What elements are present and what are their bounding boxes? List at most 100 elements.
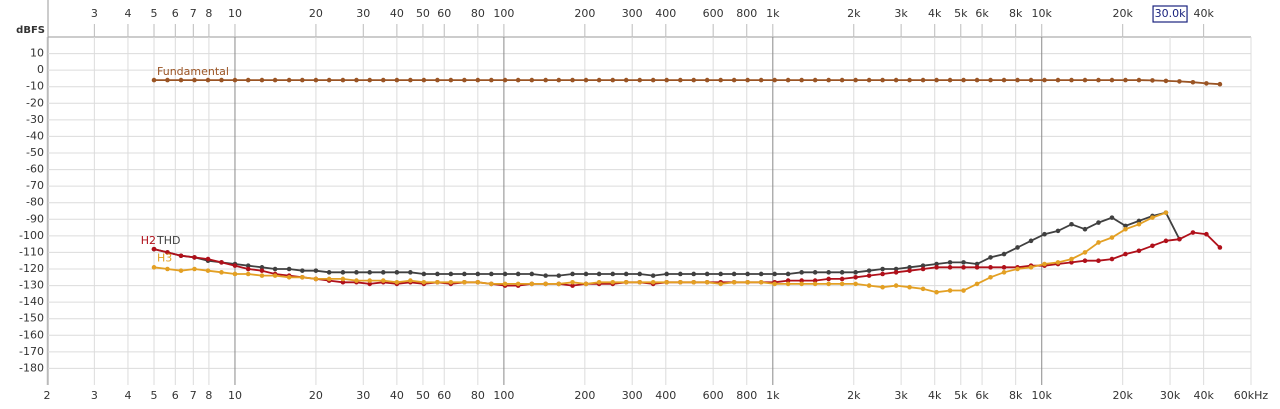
data-point [650,77,656,83]
data-point [313,77,319,83]
top-tick-label: 4 [124,7,131,20]
data-point [785,281,791,287]
x-tick-label: 3k [894,389,908,402]
data-point [1177,236,1182,242]
data-point [853,274,858,280]
data-point [1055,260,1061,265]
y-axis-label: dBFS [16,25,45,36]
x-tick-label: 6k [975,389,989,402]
data-point [1109,256,1115,262]
data-point [866,283,872,288]
data-point [1136,248,1142,254]
data-point [934,261,939,267]
data-point [380,77,386,83]
top-tick-label: 10 [228,7,242,20]
x-tick-label: 60 [437,389,451,402]
data-point [462,77,467,83]
data-point [1055,77,1061,83]
top-tick-label: 800 [736,7,757,20]
data-point [570,283,575,288]
data-point [745,279,750,285]
data-point [758,77,764,83]
data-point [893,283,899,288]
data-point [259,273,265,278]
data-point [664,279,669,285]
data-point [664,77,669,83]
x-tick-label: 30k [1160,389,1181,402]
data-point [245,263,251,268]
data-point [205,77,211,83]
data-point [1028,265,1034,270]
y-tick-label: 10 [30,47,44,60]
x-tick-label: 800 [736,389,757,402]
data-point [1123,251,1128,257]
data-point [704,77,710,83]
series-label: THD [156,234,180,247]
data-point [623,279,629,285]
data-point [678,77,683,83]
data-point [570,271,575,277]
data-point [151,246,157,252]
data-point [1001,265,1007,270]
data-point [596,279,602,285]
data-point [435,77,440,83]
cursor-box [1152,5,1188,23]
data-point [178,253,184,259]
data-point [1096,220,1101,225]
data-point [1150,243,1155,249]
data-point [475,77,481,83]
data-point [947,288,953,293]
data-point [1136,218,1142,224]
y-tick-label: -20 [26,96,44,109]
x-tick-label: 20 [309,389,323,402]
data-point [408,77,413,83]
data-point [462,271,467,277]
data-point [785,278,791,283]
data-point [812,77,818,83]
x-tick-label: 8 [205,389,212,402]
x-tick-label: 4 [124,389,131,402]
data-point [893,270,899,275]
data-point [367,278,373,283]
data-point [961,265,966,270]
top-tick-label: 40 [390,7,404,20]
data-point [839,276,845,282]
data-point [934,265,939,270]
data-point [272,273,278,278]
cursor-label: 30.0k [1155,7,1186,20]
data-point [286,274,292,280]
data-point [637,77,643,83]
data-point [988,77,993,83]
data-point [1082,250,1088,255]
data-point [313,276,319,282]
data-point [259,265,265,270]
top-tick-label: 1k [766,7,780,20]
data-point [920,77,926,83]
data-point [583,281,589,287]
data-point [812,270,818,275]
data-point [961,260,966,265]
series-label: H2 [141,234,156,247]
data-point [219,260,224,265]
x-tick-label: 2 [44,389,51,402]
data-point [1136,221,1142,227]
data-point [570,77,575,83]
data-point [502,271,508,277]
x-tick-label: 5k [954,389,968,402]
data-point [435,279,440,285]
data-point [272,77,278,83]
data-point [637,271,643,277]
data-point [704,279,710,285]
data-point [543,77,548,83]
data-point [219,270,224,275]
data-point [367,77,373,83]
x-tick-label: 7 [190,389,197,402]
data-point [866,268,872,273]
data-point [1015,266,1020,272]
data-point [812,278,818,283]
data-point [758,279,764,285]
data-point [515,271,521,277]
y-tick-label: 0 [37,63,44,76]
data-point [866,77,872,83]
data-point [1015,77,1020,83]
